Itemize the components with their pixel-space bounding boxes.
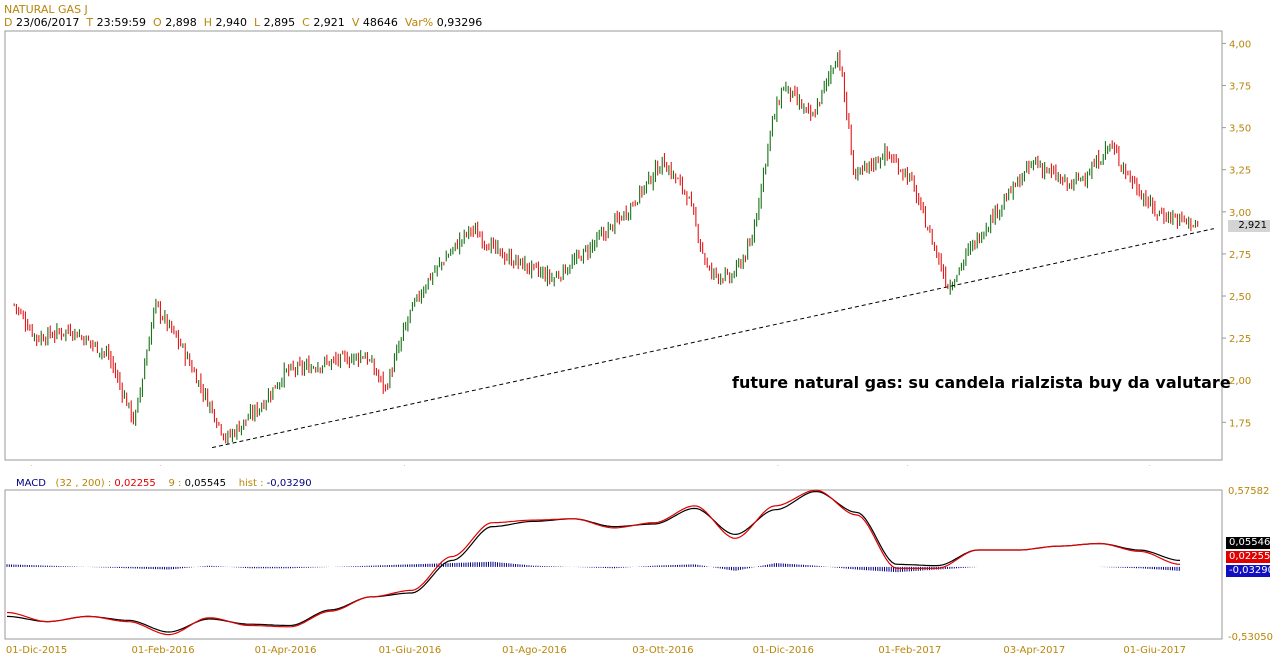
- signal-tag: 0,05546: [1226, 537, 1270, 549]
- price-y-tick-label: 3,00: [1229, 208, 1251, 219]
- macd-params: (32 , 200) :: [55, 478, 112, 489]
- macd-axis-min: -0,53050: [1228, 632, 1273, 643]
- price-y-tick-label: 3,75: [1229, 82, 1251, 93]
- price-plot-frame: [4, 30, 1223, 461]
- open-value: 2,898: [165, 16, 197, 29]
- close-key: C: [302, 16, 310, 29]
- x-tick-label: 01-Dic-2015: [6, 645, 67, 656]
- x-tick-label: 01-Ago-2016: [502, 465, 567, 466]
- close-value: 2,921: [313, 16, 345, 29]
- price-y-tick-label: 3,25: [1229, 166, 1251, 177]
- x-tick-label: 01-Giu-2017: [1123, 645, 1186, 656]
- candles-group: [13, 50, 1199, 445]
- low-key: L: [253, 16, 261, 29]
- high-key: H: [203, 16, 212, 29]
- x-tick-label: 03-Apr-2017: [1003, 645, 1065, 656]
- time-key: T: [86, 16, 94, 29]
- volume-value: 48646: [362, 16, 398, 29]
- x-tick-label: 01-Feb-2016: [132, 645, 195, 656]
- date-value: 23/06/2017: [15, 16, 80, 29]
- x-tick-label: 01-Giu-2017: [1123, 465, 1186, 466]
- signal-label: 9 :: [168, 478, 182, 489]
- var-value: 0,93296: [436, 16, 483, 29]
- x-tick-label: 01-Giu-2016: [379, 645, 442, 656]
- hist-label: hist :: [238, 478, 264, 489]
- price-y-tick-label: 2,75: [1229, 250, 1251, 261]
- macd-plot-frame: [4, 489, 1223, 640]
- var-key: Var%: [404, 16, 434, 29]
- x-tick-label: 03-Ott-2016: [632, 645, 693, 656]
- x-tick-label: 01-Ago-2016: [502, 645, 567, 656]
- price-y-tick-label: 2,50: [1229, 292, 1251, 303]
- macd-label: MACD: [16, 478, 46, 489]
- open-key: O: [153, 16, 162, 29]
- price-y-tick-label: 2,00: [1229, 376, 1251, 387]
- macd-x-axis: 01-Dic-2015 01-Feb-2016 01-Apr-2016 01-Giu-…: [6, 645, 1186, 656]
- macd-header: MACD (32 , 200) : 0,02255 9 : 0,05545 hi…: [16, 477, 312, 490]
- x-tick-label: 01-Feb-2017: [878, 645, 941, 656]
- macd-tag: 0,02255: [1226, 551, 1270, 563]
- price-y-axis: 4,00 3,75 3,50 3,25 3,00 2,75 2,50 2,25 2,00 1,75: [1222, 39, 1251, 429]
- x-tick-label: 01-Feb-2017: [878, 465, 941, 466]
- macd-value: 0,02255: [114, 478, 156, 489]
- x-tick-label: 01-Feb-2016: [132, 465, 195, 466]
- instrument-title: NATURAL GAS J: [4, 3, 88, 16]
- date-key: D: [4, 16, 13, 29]
- chart-annotation: future natural gas: su candela rialzista…: [732, 373, 1231, 392]
- x-tick-label: 01-Apr-2016: [255, 645, 317, 656]
- time-value: 23:59:59: [96, 16, 147, 29]
- x-tick-label: 01-Giu-2016: [379, 465, 442, 466]
- quote-bar: D 23/06/2017 T 23:59:59 O 2,898 H 2,940 …: [4, 16, 482, 29]
- x-tick-label: 01-Dic-2016: [753, 645, 814, 656]
- hist-value: -0,03290: [266, 478, 312, 489]
- x-tick-label: 01-Dic-2015: [6, 465, 67, 466]
- signal-line: [6, 490, 1181, 633]
- x-tick-label: 01-Apr-2016: [255, 465, 317, 466]
- hist-tag: -0,03290: [1226, 565, 1274, 577]
- signal-value: 0,05545: [184, 478, 226, 489]
- x-tick-label: 01-Dic-2016: [753, 465, 814, 466]
- price-y-tick-label: 2,25: [1229, 334, 1251, 345]
- last-price-tag: 2,921: [1228, 220, 1270, 232]
- price-chart[interactable]: 4,00 3,75 3,50 3,25 3,00 2,75 2,50 2,25 2,00 1,75…: [0, 0, 1278, 466]
- high-value: 2,940: [215, 16, 247, 29]
- macd-axis-max: 0,57582: [1228, 486, 1269, 497]
- x-tick-label: 03-Ott-2016: [632, 465, 693, 466]
- price-x-axis: 01-Dic-2015 01-Feb-2016 01-Apr-2016 01-Giu-…: [6, 465, 1186, 466]
- volume-key: V: [351, 16, 360, 29]
- support-trendline: [211, 228, 1214, 449]
- price-y-tick-label: 1,75: [1229, 418, 1251, 429]
- low-value: 2,895: [263, 16, 296, 29]
- macd-line: [6, 489, 1181, 636]
- macd-histogram: [6, 561, 1180, 573]
- price-y-tick-label: 3,50: [1229, 124, 1251, 135]
- x-tick-label: 03-Apr-2017: [1003, 465, 1065, 466]
- price-y-tick-label: 4,00: [1229, 39, 1251, 50]
